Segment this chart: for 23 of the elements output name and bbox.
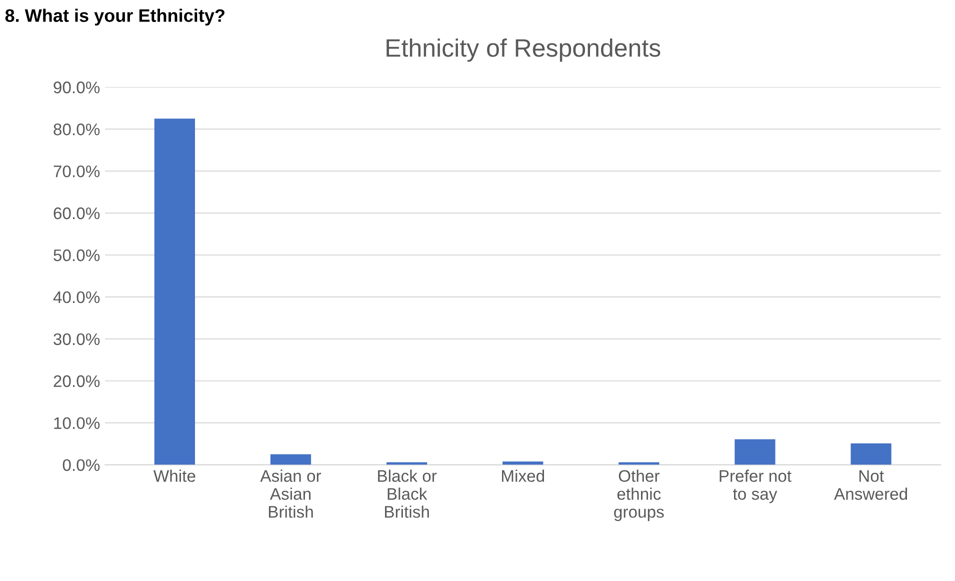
x-tick-label: White [153,470,196,482]
x-tick-label: Prefer not to say [720,470,792,504]
y-tick-label: 80.0% [54,124,100,136]
bar [154,118,195,465]
x-tick-label: Other ethnic groups [614,470,664,522]
bar [270,454,312,465]
y-tick-label: 30.0% [54,333,100,346]
x-tick-label: Asian or Asian British [260,470,322,518]
x-tick-label: Black or Black British [378,470,437,518]
x-tick-label: Mixed [502,470,544,482]
chart-title: Ethnicity of Respondents [386,38,660,62]
text: 8. What is your Ethnicity? [5,8,224,26]
y-tick-label: 70.0% [54,165,100,178]
bar [734,439,776,465]
bar [850,443,892,465]
y-tick-label: 90.0% [54,82,100,94]
y-tick-label: 10.0% [54,417,100,430]
x-tick-label: Not Answered [834,470,908,500]
y-tick-label: 0.0% [62,459,100,472]
y-tick-label: 60.0% [54,207,100,220]
y-tick-label: 50.0% [54,249,100,262]
y-tick-label: 40.0% [53,291,100,304]
y-tick-label: 20.0% [54,375,100,388]
